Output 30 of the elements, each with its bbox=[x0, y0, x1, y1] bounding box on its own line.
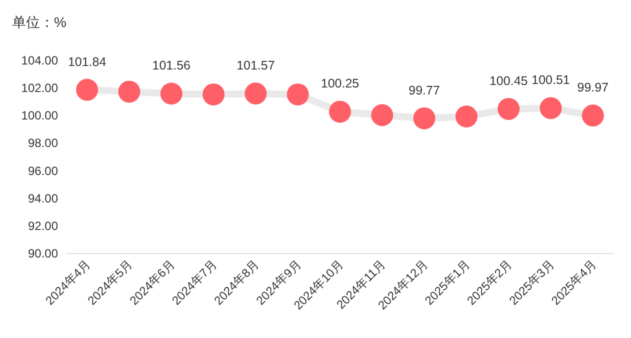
y-tick-label: 90.00 bbox=[28, 246, 58, 260]
y-tick-label: 92.00 bbox=[28, 218, 58, 233]
point bbox=[329, 100, 351, 123]
point bbox=[76, 78, 98, 101]
y-tick-label: 102.00 bbox=[21, 81, 58, 96]
point bbox=[540, 97, 562, 120]
data-label: 101.84 bbox=[68, 54, 106, 69]
point bbox=[413, 107, 436, 130]
data-label: 100.51 bbox=[532, 73, 570, 88]
y-tick-label: 94.00 bbox=[28, 191, 58, 206]
point bbox=[244, 82, 267, 104]
y-axis-title: 单位：% bbox=[12, 14, 66, 30]
point bbox=[118, 80, 140, 103]
y-tick-label: 98.00 bbox=[28, 136, 58, 150]
point bbox=[498, 98, 520, 120]
data-label: 101.56 bbox=[152, 58, 191, 73]
point bbox=[582, 104, 604, 127]
point bbox=[455, 106, 478, 128]
data-label: 101.57 bbox=[236, 58, 275, 72]
point bbox=[371, 104, 394, 126]
data-label: 100.45 bbox=[490, 74, 528, 88]
point bbox=[202, 83, 225, 106]
data-label: 100.25 bbox=[320, 76, 360, 91]
point bbox=[160, 82, 182, 105]
data-label: 99.97 bbox=[577, 80, 609, 95]
data-label: 99.77 bbox=[408, 83, 440, 98]
y-tick-label: 96.00 bbox=[28, 164, 58, 178]
y-tick-label: 104.00 bbox=[21, 54, 58, 68]
point bbox=[286, 83, 309, 106]
y-tick-label: 100.00 bbox=[21, 108, 58, 123]
